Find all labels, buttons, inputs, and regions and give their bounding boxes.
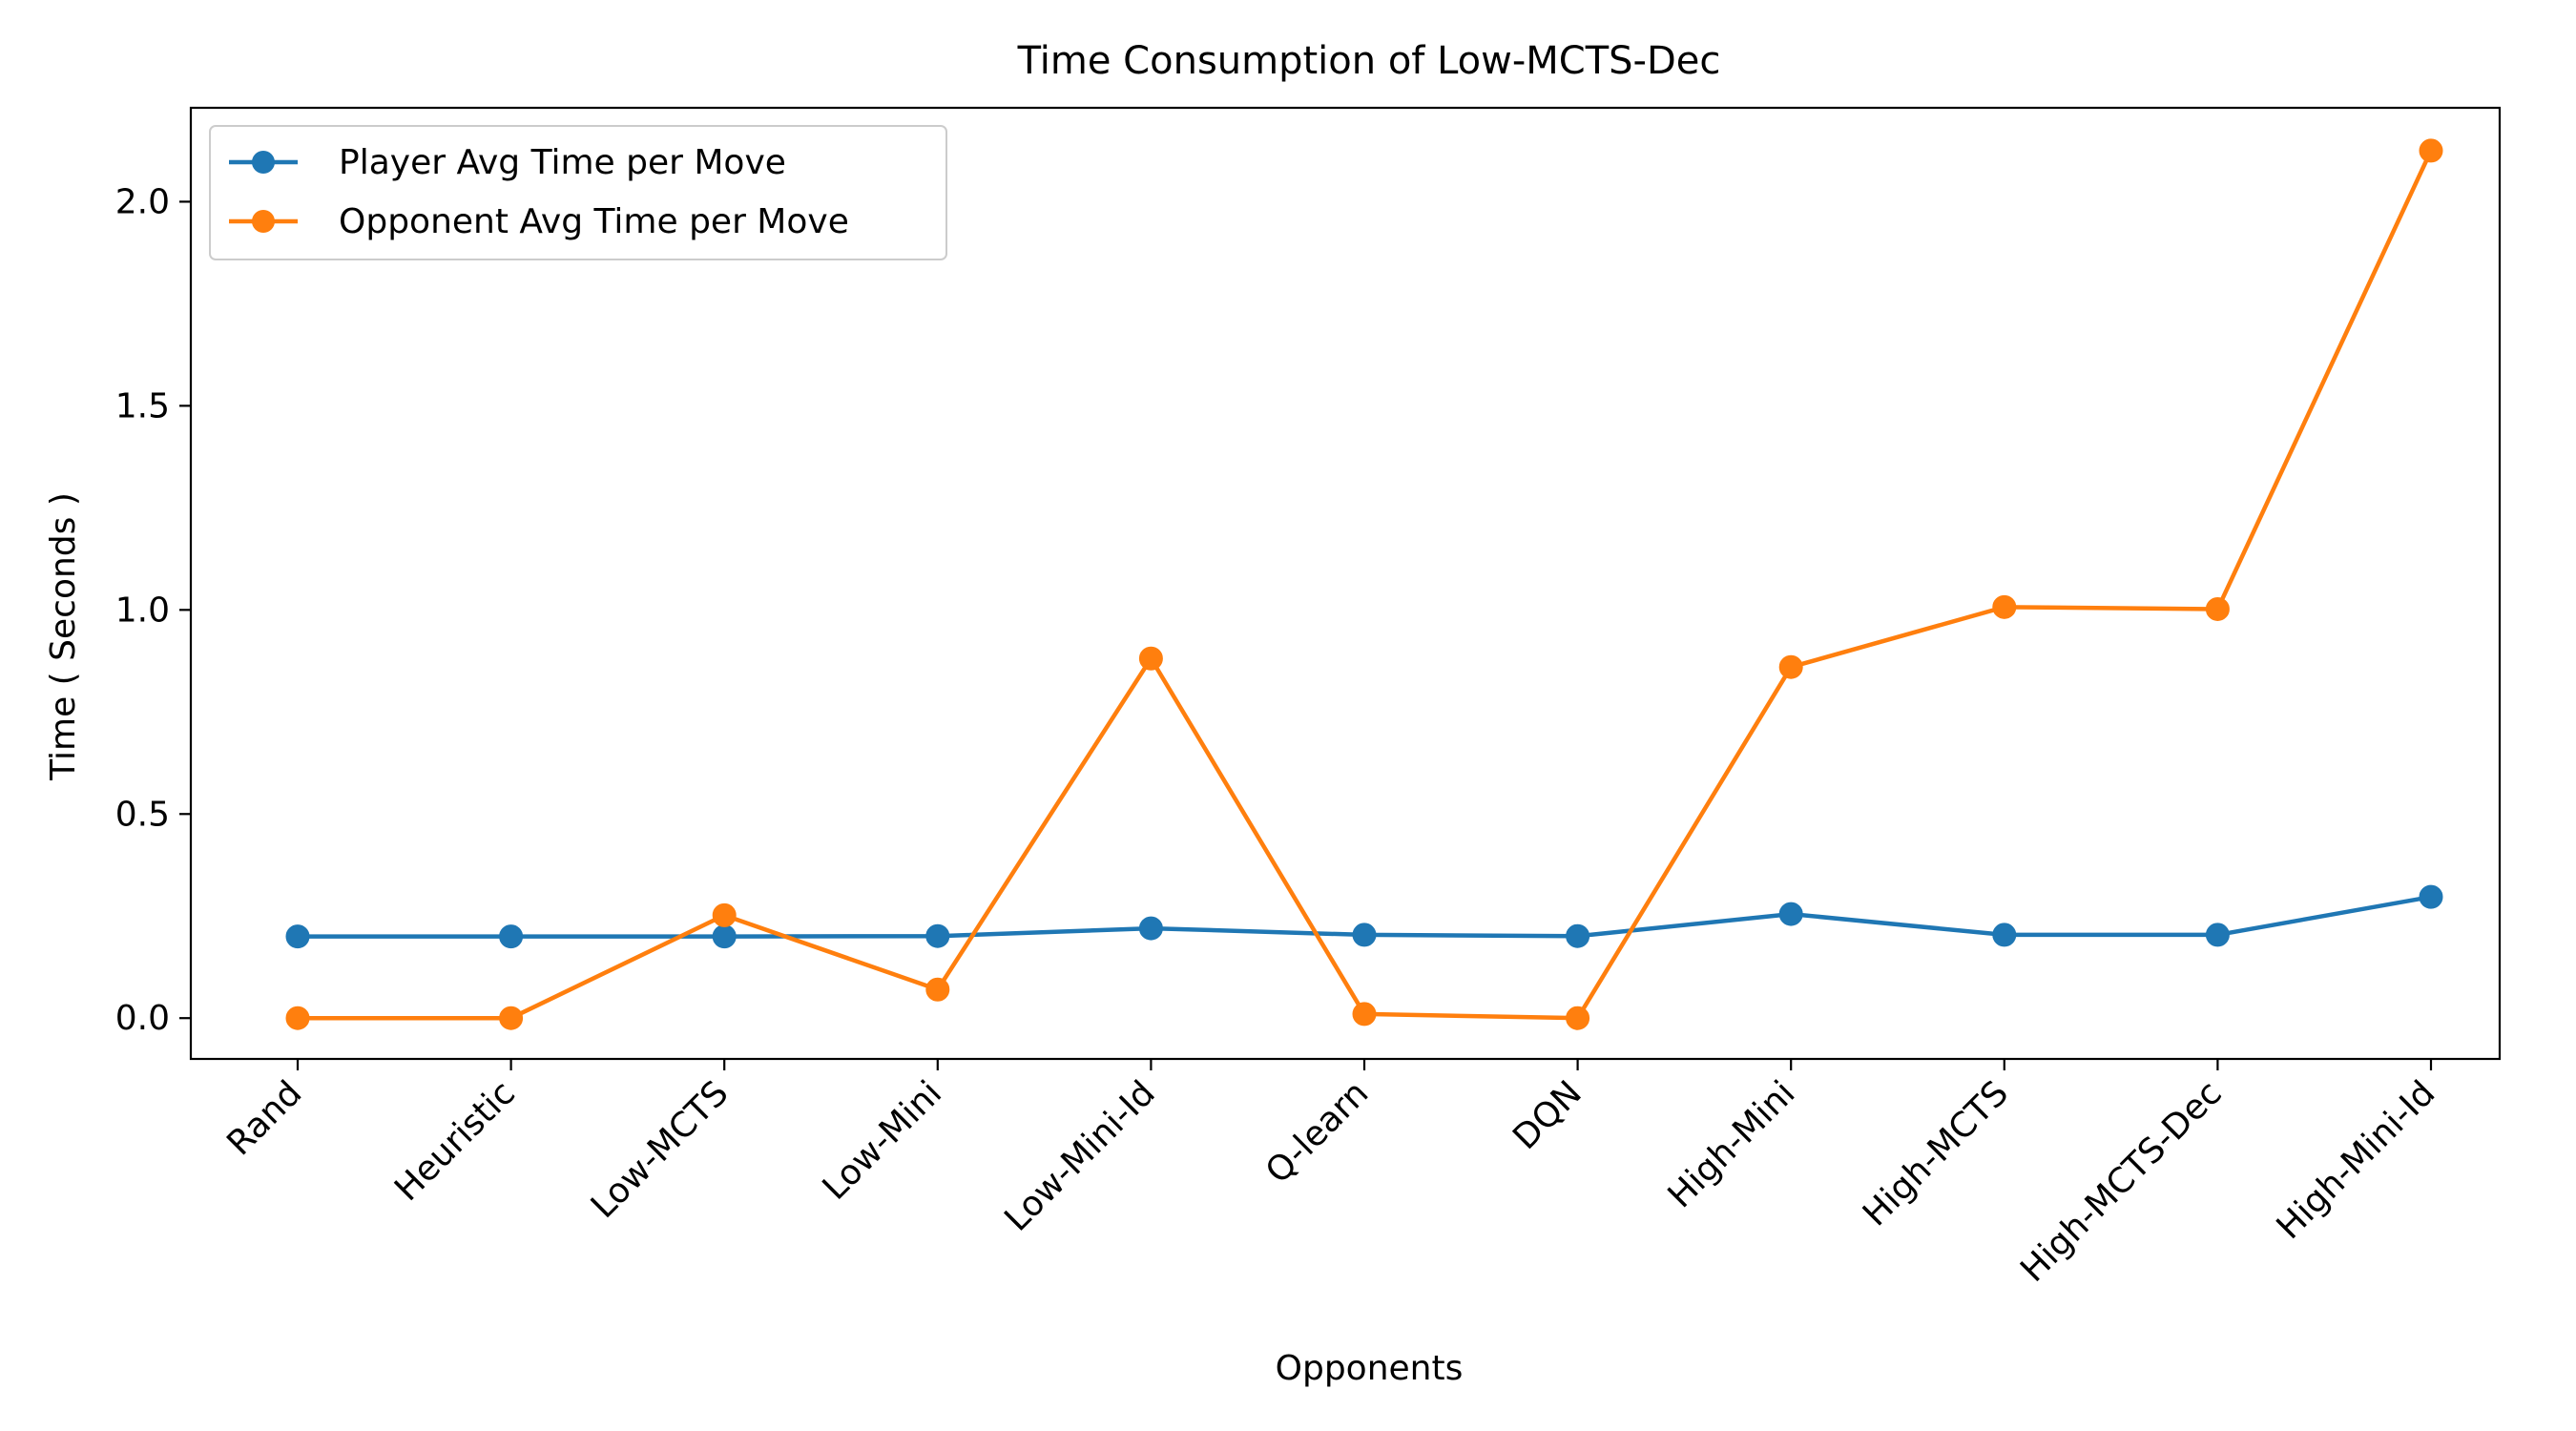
x-tick-label: Rand xyxy=(219,1073,309,1163)
series-2-point xyxy=(1992,594,2017,619)
legend: Player Avg Time per Move Opponent Avg Tim… xyxy=(209,125,947,260)
y-tick-label: 0.0 xyxy=(115,999,170,1038)
x-tick-label: Q-learn xyxy=(1258,1073,1376,1191)
series-1-point xyxy=(1566,923,1590,948)
series-2-point xyxy=(925,977,950,1002)
series-1-point xyxy=(1138,916,1163,941)
x-tick-label: High-Mini xyxy=(1661,1073,1803,1215)
series-2-point xyxy=(2419,138,2443,163)
x-tick-label: DQN xyxy=(1506,1073,1589,1157)
x-tick-label: High-Mini-Id xyxy=(2270,1073,2443,1247)
y-tick-label: 1.5 xyxy=(115,386,170,425)
y-tick-label: 2.0 xyxy=(115,182,170,221)
y-tick-label: 1.0 xyxy=(115,591,170,630)
series-2-point xyxy=(712,902,737,927)
series-1-point xyxy=(1778,902,1803,926)
series-1-point xyxy=(499,924,524,949)
x-tick-label: High-MCTS-Dec xyxy=(2013,1073,2230,1290)
series-1-point xyxy=(712,924,737,949)
series-1-point xyxy=(285,924,310,949)
plot-frame xyxy=(189,106,2502,1061)
series-line-2 xyxy=(298,149,2434,1021)
series-1-point xyxy=(2205,923,2230,947)
legend-box xyxy=(209,125,947,260)
y-axis-label: Time ( Seconds ) xyxy=(44,492,83,781)
chart-title: Time Consumption of Low-MCTS-Dec xyxy=(1017,39,1721,83)
x-tick-label: Low-MCTS xyxy=(584,1073,737,1226)
series-1-point xyxy=(1992,923,2017,947)
legend-marker-2 xyxy=(252,210,275,233)
series-1-point xyxy=(925,923,950,948)
series-2-point xyxy=(2205,596,2230,621)
x-tick-label: Low-Mini-Id xyxy=(997,1073,1162,1238)
series-2-point xyxy=(285,1006,310,1030)
y-tick-label: 0.5 xyxy=(115,795,170,834)
legend-label-2: Opponent Avg Time per Move xyxy=(339,202,849,241)
legend-marker-1 xyxy=(252,151,275,174)
plot-area: 0.0 0.5 1.0 1.5 2.0 Rand Heuristic Low-MCTS Low-… xyxy=(115,106,2502,1290)
series-2-point xyxy=(499,1006,524,1030)
series-2-point xyxy=(1352,1002,1377,1027)
x-tick-label: High-MCTS xyxy=(1856,1073,2016,1234)
series-2-point xyxy=(1566,1006,1590,1030)
legend-label-1: Player Avg Time per Move xyxy=(339,143,786,182)
series-2-point xyxy=(1778,654,1803,679)
x-tick-label: Low-Mini xyxy=(816,1073,950,1208)
x-tick-label: Heuristic xyxy=(387,1073,523,1209)
series-1-point xyxy=(2419,884,2443,909)
x-axis-label: Opponents xyxy=(1276,1349,1464,1388)
series-1-point xyxy=(1352,923,1377,947)
series-2-point xyxy=(1138,646,1163,671)
